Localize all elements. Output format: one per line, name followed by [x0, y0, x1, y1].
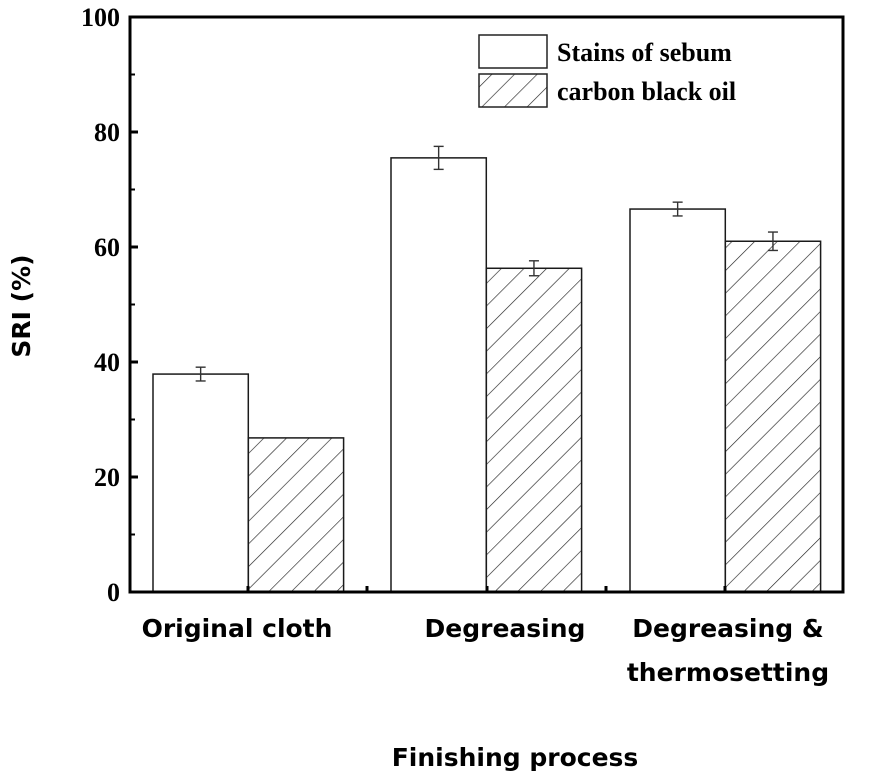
y-axis-title: SRI (%) — [7, 254, 36, 357]
x-axis-title: Finishing process — [392, 743, 639, 772]
y-tick-label: 100 — [81, 3, 120, 32]
y-tick-label: 0 — [107, 578, 120, 607]
bar-carbon-black-oil — [724, 240, 822, 593]
x-category-label: thermosetting — [627, 658, 829, 687]
error-bar — [195, 366, 206, 382]
y-tick-label: 60 — [94, 233, 120, 262]
legend-swatch — [478, 73, 548, 108]
bar-carbon-black-oil — [485, 267, 583, 593]
bar-sebum — [152, 373, 250, 593]
bar-sebum — [390, 157, 488, 593]
axes-frame — [128, 15, 845, 594]
x-category-label: Degreasing & — [632, 614, 823, 643]
y-tick-label: 40 — [94, 348, 120, 377]
x-category-label: Original cloth — [142, 614, 333, 643]
legend-swatch — [478, 34, 548, 69]
y-tick-label: 80 — [94, 118, 120, 147]
x-category-label: Degreasing — [425, 614, 586, 643]
legend-label: Stains of sebum — [557, 38, 732, 67]
y-axis: 0 20 40 60 80 100 — [81, 3, 845, 607]
error-bar — [672, 201, 683, 217]
bar-carbon-black-oil — [247, 437, 345, 593]
plot-area — [152, 145, 822, 593]
x-axis: Original cloth Degreasing Degreasing & ther… — [142, 586, 829, 687]
error-bar — [767, 231, 778, 252]
legend-label: carbon black oil — [557, 77, 736, 106]
legend: Stains of sebum carbon black oil — [478, 34, 736, 108]
bar-sebum — [629, 208, 727, 593]
error-bar — [528, 260, 539, 277]
y-tick-label: 20 — [94, 463, 120, 492]
error-bar — [433, 145, 444, 171]
